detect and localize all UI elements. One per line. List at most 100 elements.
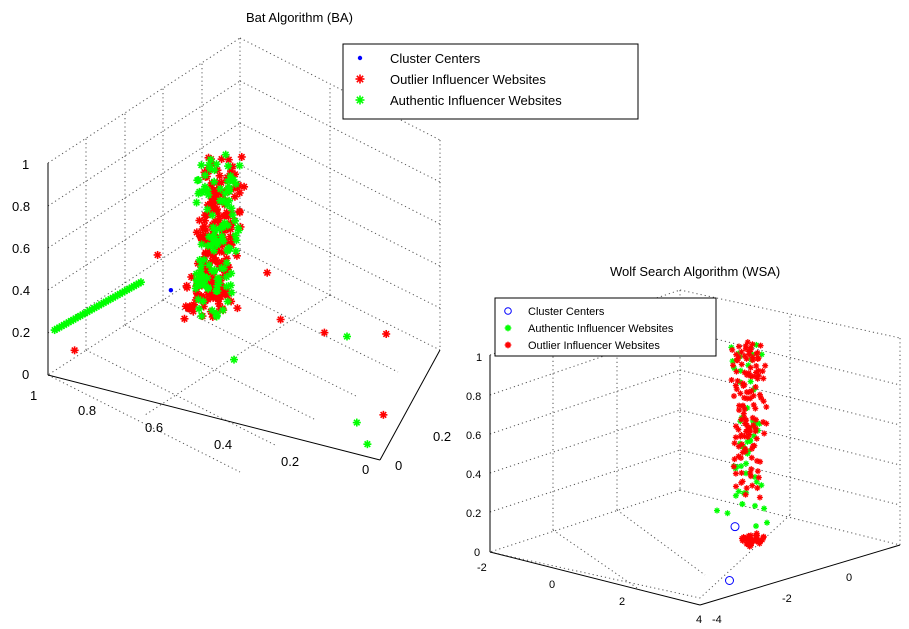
ba-z-tick: 0.2: [12, 325, 30, 340]
authentic-influencer-websitesmarker: [724, 510, 731, 517]
authentic-influencer-websitesmarker: [752, 502, 759, 509]
outlier-influencer-websitesmarker: [756, 540, 763, 547]
wsa-legend-label: Outlier Influencer Websites: [528, 340, 660, 352]
wsa-legend-label: Authentic Influencer Websites: [528, 323, 674, 335]
authentic-influencer-websitesmarker: [714, 507, 720, 514]
outlier-influencer-websitesmarker: [217, 178, 226, 187]
authentic-influencer-websitesmarker: [201, 171, 210, 180]
ba-x-tick: 0.8: [78, 403, 96, 418]
authentic-influencer-websitesmarker: [747, 378, 754, 385]
ba-x-tick: 0.4: [214, 437, 232, 452]
outlier-influencer-websitesmarker: [215, 171, 224, 180]
wsa-title: Wolf Search Algorithm (WSA): [610, 264, 780, 279]
authentic-influencer-websitesmarker: [223, 221, 232, 230]
authentic-influencer-websitesmarker: [231, 216, 240, 225]
outlier-influencer-websitesmarker: [746, 424, 753, 431]
outlier-influencer-websitesmarker: [732, 483, 739, 490]
outlier-influencer-websitesmarker: [732, 470, 739, 477]
ba-title: Bat Algorithm (BA): [246, 10, 353, 25]
authentic-influencer-websitesmarker: [753, 523, 759, 530]
outlier-influencer-websitesmarker: [233, 304, 242, 313]
authentic-influencer-websitesmarker: [221, 189, 230, 198]
outlier-influencer-websitesmarker: [744, 434, 751, 441]
authentic-influencer-websitesmarker: [199, 297, 208, 306]
authentic-influencer-websitesmarker: [758, 482, 765, 489]
authentic-influencer-websitesmarker: [197, 240, 206, 249]
outlier-influencer-websitesmarker: [742, 535, 749, 542]
outlier-influencer-websitesmarker: [743, 355, 750, 362]
authentic-influencer-websitesmarker: [219, 264, 228, 273]
wsa-x-tick: 0: [549, 579, 555, 591]
ba-z-tick: 0: [22, 367, 29, 382]
authentic-influencer-websitesmarker: [206, 241, 215, 250]
wsa-legend-star: [504, 341, 512, 349]
wsa-z-tick: 0.4: [466, 469, 481, 481]
outlier-influencer-websitesmarker: [732, 423, 739, 430]
cluster-centersmarker: [725, 576, 734, 585]
ba-legend-box: [342, 43, 639, 120]
outlier-influencer-websitesmarker: [750, 401, 757, 408]
outlier-influencer-websitesmarker: [741, 406, 748, 413]
authentic-influencer-websitesmarker: [363, 440, 372, 449]
outlier-influencer-websitesmarker: [734, 377, 741, 384]
wsa-legend: Cluster Centers Authentic Influencer Web…: [494, 297, 717, 357]
outlier-influencer-websitesmarker: [235, 208, 244, 217]
outlier-influencer-websitesmarker: [736, 407, 743, 414]
authentic-influencer-websitesmarker: [213, 240, 222, 249]
outlier-influencer-websitesmarker: [760, 534, 767, 541]
outlier-influencer-websitesmarker: [759, 368, 766, 375]
outlier-influencer-websitesmarker: [747, 364, 754, 371]
ba-z-tick: 1: [22, 157, 29, 172]
outlier-influencer-websitesmarker: [198, 224, 207, 233]
authentic-influencer-websitesmarker: [195, 304, 204, 313]
authentic-influencer-websitesmarker: [227, 288, 236, 297]
authentic-influencer-websitesmarker: [352, 418, 361, 427]
outlier-influencer-websitesmarker: [749, 341, 756, 348]
authentic-influencer-websitesmarker: [225, 184, 234, 193]
outlier-influencer-websitesmarker: [753, 435, 760, 442]
outlier-influencer-websitesmarker: [728, 376, 735, 383]
authentic-influencer-websitesmarker: [761, 505, 768, 512]
wsa-legend-marker-outlier: [504, 341, 512, 349]
ba-panel: Bat Algorithm (BA): [12, 10, 639, 477]
wsa-panel: Wolf Search Algorithm (WSA): [466, 262, 909, 629]
authentic-influencer-websitesmarker: [218, 235, 227, 244]
ba-legend: Cluster Centers Outlier Influencer Websi…: [342, 43, 639, 120]
outlier-influencer-websitesmarker: [749, 482, 756, 489]
wsa-legend-label: Cluster Centers: [528, 306, 605, 318]
authentic-influencer-websitesmarker: [764, 519, 770, 526]
outlier-influencer-websitesmarker: [740, 410, 747, 417]
authentic-influencer-websitesmarker: [204, 283, 213, 292]
outlier-influencer-websitesmarker: [70, 346, 79, 355]
ba-x-tick: 0.6: [145, 420, 163, 435]
outlier-influencer-websitesmarker: [742, 420, 749, 427]
ba-legend-label: Authentic Influencer Websites: [390, 93, 562, 108]
outlier-influencer-websitesmarker: [738, 431, 745, 438]
authentic-influencer-websitesmarker: [197, 312, 206, 321]
authentic-influencer-websitesmarker: [212, 160, 221, 169]
outlier-influencer-websitesmarker: [753, 362, 760, 369]
wsa-x-tick: -2: [477, 562, 487, 574]
authentic-influencer-websitesmarker: [210, 246, 219, 255]
outlier-influencer-websitesmarker: [747, 346, 754, 353]
outlier-influencer-websitesmarker: [761, 430, 768, 437]
outlier-influencer-websitesmarker: [731, 440, 738, 447]
ba-z-tick: 0.6: [12, 241, 30, 256]
authentic-influencer-websitesmarker: [227, 204, 236, 213]
authentic-influencer-websitesmarker: [210, 177, 219, 186]
wsa-data-marks: [714, 339, 770, 585]
ba-x-tick: 0.2: [281, 454, 299, 469]
authentic-influencer-websitesmarker: [735, 488, 742, 495]
ba-y-tick: 0.2: [433, 429, 451, 444]
authentic-influencer-websitesmarker: [738, 463, 745, 470]
authentic-influencer-websitesmarker: [229, 175, 238, 184]
wsa-legend-star: [504, 324, 512, 332]
ba-legend-label: Outlier Influencer Websites: [390, 72, 546, 87]
outlier-influencer-websitesmarker: [213, 205, 222, 214]
outlier-influencer-websitesmarker: [738, 441, 745, 448]
outlier-influencer-websitesmarker: [744, 339, 751, 346]
ba-legend-marker-centers: [357, 55, 363, 61]
outlier-influencer-websitesmarker: [210, 191, 219, 200]
outlier-influencer-websitesmarker: [760, 419, 767, 426]
authentic-influencer-websitesmarker: [739, 501, 746, 508]
